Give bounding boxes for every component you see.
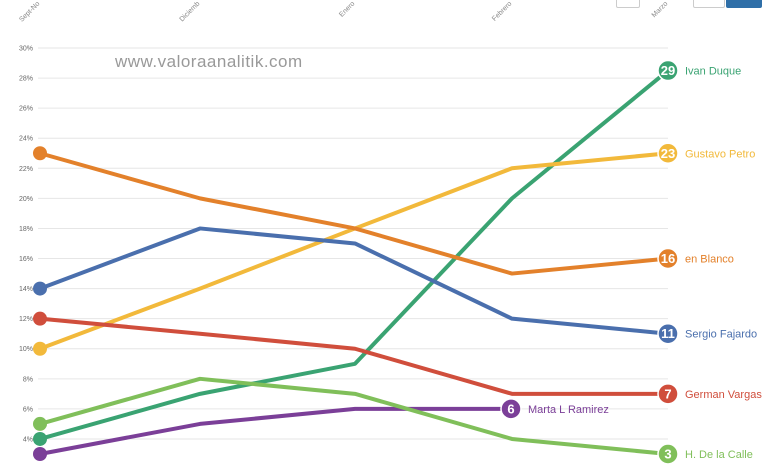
series-h-de-la-calle: 3 H. De la Calle — [33, 376, 753, 465]
x-tick-label: Enero — [338, 0, 356, 18]
start-point — [33, 341, 47, 356]
start-point — [33, 416, 47, 431]
end-value-label: 23 — [661, 146, 675, 161]
y-tick-label: 22% — [19, 166, 33, 173]
end-point-badge — [657, 59, 679, 82]
series-line — [38, 406, 514, 456]
y-tick-label: 12% — [19, 316, 33, 323]
y-tick-label: 16% — [19, 256, 33, 263]
x-axis-ticks: Sept-No Diciemb Enero Febrero Marzo — [18, 0, 669, 23]
series-name-label: H. De la Calle — [685, 449, 753, 461]
end-point-badge — [500, 398, 522, 420]
end-point-badge — [657, 142, 679, 165]
series-name-label: en Blanco — [685, 254, 734, 266]
start-point — [33, 431, 47, 446]
y-tick-label: 28% — [19, 76, 33, 83]
series-name-label: German Vargas — [685, 389, 762, 401]
y-tick-label: 26% — [19, 106, 33, 113]
y-axis-ticks: 4% 6% 8% 10% 12% 14% 16% 18% 20% 22% 24% 26% 28% 30% — [19, 46, 33, 444]
series-marta-l-ramirez: 6 Marta L Ramirez — [33, 398, 609, 461]
series-line — [38, 376, 670, 456]
series-name-label: Gustavo Petro — [685, 148, 755, 160]
end-point-badge — [657, 322, 679, 345]
end-value-label: 6 — [507, 401, 514, 416]
end-value-label: 29 — [661, 63, 675, 78]
toolbar-button-2[interactable] — [693, 0, 725, 8]
series-name-label: Marta L Ramirez — [528, 404, 609, 416]
series-name-label: Sergio Fajardo — [685, 329, 757, 341]
series-ivan-duque: 29 Ivan Duque — [33, 59, 741, 446]
end-value-label: 7 — [664, 386, 671, 401]
series-line — [38, 151, 670, 276]
x-tick-label: Febrero — [491, 0, 513, 22]
x-tick-label: Marzo — [651, 0, 670, 19]
y-tick-label: 30% — [19, 46, 33, 53]
series-line — [38, 151, 670, 351]
series-german-vargas: 7 German Vargas — [33, 311, 762, 405]
end-point-badge — [657, 247, 679, 270]
start-point — [33, 447, 47, 461]
watermark: www.valoraanalitik.com — [114, 52, 303, 71]
end-value-label: 16 — [661, 251, 675, 266]
toolbar-button-active[interactable] — [726, 0, 762, 8]
start-point — [33, 281, 47, 296]
y-tick-label: 20% — [19, 196, 33, 203]
end-point-badge — [657, 383, 679, 405]
x-tick-label: Sept-No — [18, 0, 41, 23]
end-point-badge — [657, 443, 679, 465]
end-value-label: 11 — [661, 326, 675, 341]
y-tick-label: 6% — [23, 406, 33, 413]
x-tick-label: Diciemb — [179, 0, 202, 23]
y-tick-label: 8% — [23, 376, 33, 383]
y-tick-label: 4% — [23, 436, 33, 443]
y-tick-label: 14% — [19, 286, 33, 293]
end-value-label: 3 — [664, 447, 671, 462]
series-line — [38, 68, 670, 441]
series-sergio-fajardo: 11 Sergio Fajardo — [33, 226, 757, 345]
series-name-label: Ivan Duque — [685, 66, 741, 78]
y-tick-label: 18% — [19, 226, 33, 233]
y-tick-label: 10% — [19, 346, 33, 353]
series-en-blanco: 16 en Blanco — [33, 146, 734, 276]
start-point — [33, 311, 47, 326]
toolbar-button-1[interactable] — [616, 0, 640, 8]
series-line — [38, 316, 670, 396]
start-point — [33, 146, 47, 161]
series-line — [38, 226, 670, 336]
y-tick-label: 24% — [19, 136, 33, 143]
